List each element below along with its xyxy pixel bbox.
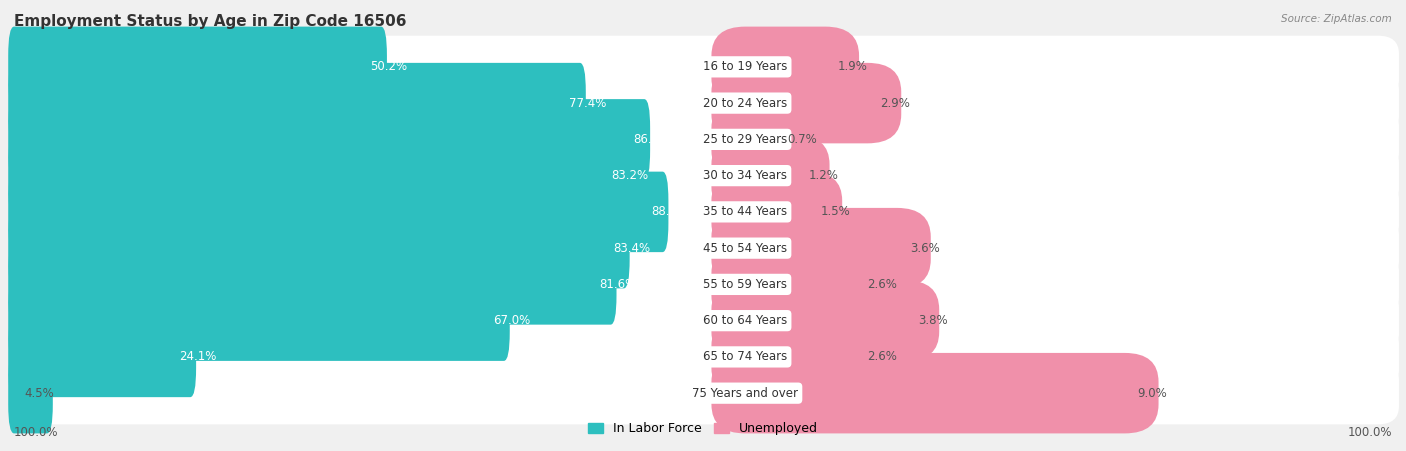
FancyBboxPatch shape — [8, 135, 628, 216]
FancyBboxPatch shape — [10, 362, 749, 424]
Text: 4.5%: 4.5% — [24, 387, 55, 400]
Text: 1.2%: 1.2% — [808, 169, 838, 182]
FancyBboxPatch shape — [724, 181, 1399, 243]
Text: 86.2%: 86.2% — [633, 133, 671, 146]
Text: 55 to 59 Years: 55 to 59 Years — [703, 278, 787, 291]
FancyBboxPatch shape — [10, 290, 749, 352]
FancyBboxPatch shape — [8, 208, 630, 288]
FancyBboxPatch shape — [10, 36, 749, 98]
FancyBboxPatch shape — [724, 36, 1399, 98]
Text: 1.5%: 1.5% — [821, 205, 851, 218]
FancyBboxPatch shape — [8, 281, 510, 361]
Text: 88.7%: 88.7% — [651, 205, 689, 218]
Text: 24.1%: 24.1% — [180, 350, 217, 364]
Text: 81.6%: 81.6% — [600, 278, 637, 291]
FancyBboxPatch shape — [8, 27, 387, 107]
FancyBboxPatch shape — [724, 326, 1399, 388]
Text: 2.9%: 2.9% — [880, 97, 910, 110]
FancyBboxPatch shape — [724, 290, 1399, 352]
Text: 3.6%: 3.6% — [910, 242, 939, 255]
FancyBboxPatch shape — [711, 208, 931, 288]
Text: 1.9%: 1.9% — [838, 60, 868, 74]
Text: Employment Status by Age in Zip Code 16506: Employment Status by Age in Zip Code 165… — [14, 14, 406, 28]
Text: 77.4%: 77.4% — [569, 97, 606, 110]
Text: 100.0%: 100.0% — [14, 427, 59, 439]
FancyBboxPatch shape — [10, 253, 749, 316]
Text: 0.7%: 0.7% — [787, 133, 817, 146]
FancyBboxPatch shape — [10, 144, 749, 207]
FancyBboxPatch shape — [711, 27, 859, 107]
Text: 50.2%: 50.2% — [370, 60, 408, 74]
Text: Source: ZipAtlas.com: Source: ZipAtlas.com — [1281, 14, 1392, 23]
FancyBboxPatch shape — [724, 217, 1399, 279]
FancyBboxPatch shape — [724, 144, 1399, 207]
Text: 83.4%: 83.4% — [613, 242, 650, 255]
Text: 35 to 44 Years: 35 to 44 Years — [703, 205, 787, 218]
FancyBboxPatch shape — [711, 244, 889, 325]
Text: 3.8%: 3.8% — [918, 314, 948, 327]
FancyBboxPatch shape — [711, 99, 808, 179]
FancyBboxPatch shape — [10, 181, 749, 243]
FancyBboxPatch shape — [724, 362, 1399, 424]
Text: 25 to 29 Years: 25 to 29 Years — [703, 133, 787, 146]
Text: 2.6%: 2.6% — [868, 278, 897, 291]
FancyBboxPatch shape — [711, 281, 939, 361]
FancyBboxPatch shape — [711, 135, 830, 216]
FancyBboxPatch shape — [10, 108, 749, 170]
Text: 67.0%: 67.0% — [494, 314, 530, 327]
Text: 75 Years and over: 75 Years and over — [692, 387, 799, 400]
FancyBboxPatch shape — [10, 217, 749, 279]
FancyBboxPatch shape — [8, 353, 53, 433]
FancyBboxPatch shape — [8, 244, 616, 325]
FancyBboxPatch shape — [711, 172, 842, 252]
FancyBboxPatch shape — [724, 108, 1399, 170]
FancyBboxPatch shape — [8, 172, 668, 252]
FancyBboxPatch shape — [8, 317, 195, 397]
Text: 20 to 24 Years: 20 to 24 Years — [703, 97, 787, 110]
FancyBboxPatch shape — [711, 63, 901, 143]
Text: 60 to 64 Years: 60 to 64 Years — [703, 314, 787, 327]
FancyBboxPatch shape — [711, 353, 1159, 433]
FancyBboxPatch shape — [711, 317, 889, 397]
FancyBboxPatch shape — [724, 72, 1399, 134]
Text: 30 to 34 Years: 30 to 34 Years — [703, 169, 787, 182]
Text: 100.0%: 100.0% — [1347, 427, 1392, 439]
Text: 2.6%: 2.6% — [868, 350, 897, 364]
Text: 9.0%: 9.0% — [1137, 387, 1167, 400]
Text: 65 to 74 Years: 65 to 74 Years — [703, 350, 787, 364]
Text: 16 to 19 Years: 16 to 19 Years — [703, 60, 787, 74]
FancyBboxPatch shape — [8, 63, 586, 143]
Legend: In Labor Force, Unemployed: In Labor Force, Unemployed — [583, 417, 823, 440]
Text: 83.2%: 83.2% — [612, 169, 648, 182]
Text: 45 to 54 Years: 45 to 54 Years — [703, 242, 787, 255]
FancyBboxPatch shape — [8, 99, 650, 179]
FancyBboxPatch shape — [724, 253, 1399, 316]
FancyBboxPatch shape — [10, 326, 749, 388]
FancyBboxPatch shape — [10, 72, 749, 134]
